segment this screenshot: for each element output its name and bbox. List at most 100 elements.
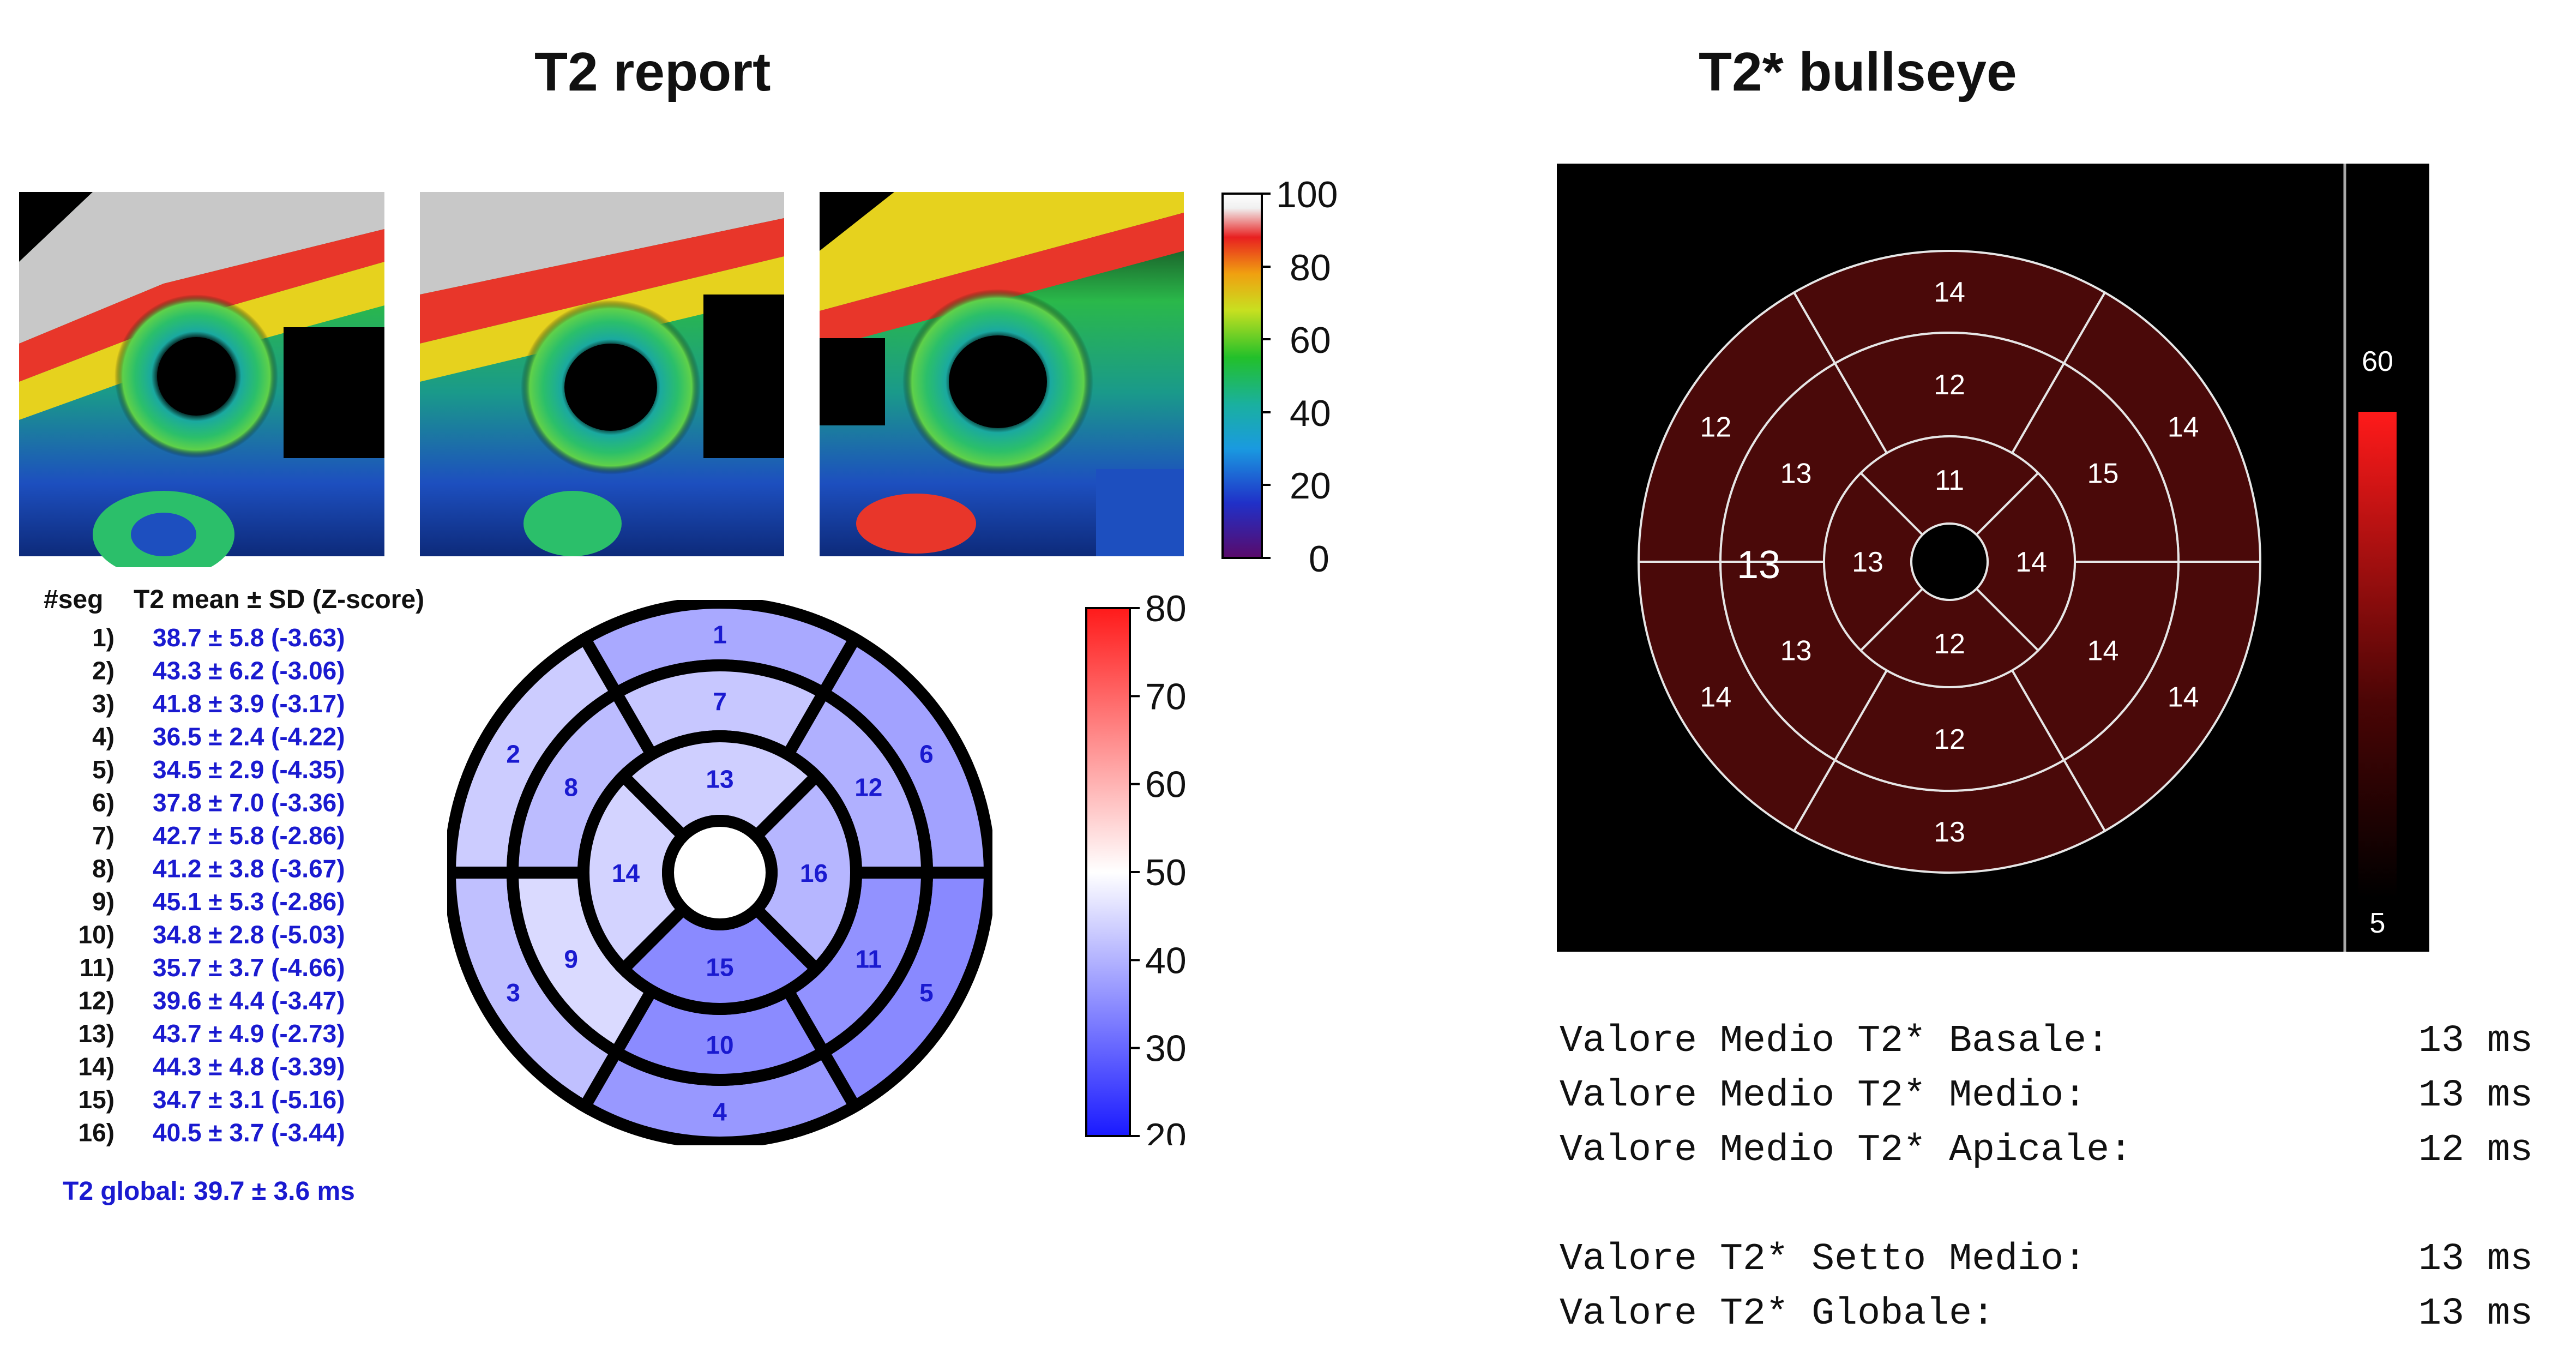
- summary-label: Valore Medio T2* Medio:: [1560, 1074, 2087, 1117]
- t2-bullseye-colorbar-tick-label: 20: [1145, 1116, 1187, 1145]
- t2-bullseye-segment-label: 12: [854, 773, 882, 802]
- t2-bullseye-colorbar-tick-label: 40: [1145, 940, 1187, 981]
- table-row-seg: 16): [79, 1119, 115, 1147]
- summary-value: 13 ms: [2418, 1293, 2533, 1336]
- t2-bullseye-segment-label: 3: [506, 978, 520, 1007]
- t2-bullseye-segment-label: 13: [706, 765, 733, 794]
- table-row-value: 42.7 ± 5.8 (-2.86): [153, 821, 345, 850]
- t2star-bullseye-segment-label: 14: [1700, 682, 1731, 713]
- t2-map-colorbar-tick-label: 60: [1290, 320, 1331, 361]
- t2star-bullseye-segment-label: 13: [1852, 546, 1883, 578]
- table-row-seg: 6): [92, 789, 115, 817]
- t2-bullseye-colorbar-tick-label: 70: [1145, 676, 1187, 717]
- t2-map-images: [19, 192, 1184, 567]
- t2star-bullseye-center: [1910, 522, 1989, 601]
- t2-bullseye-segment-label: 15: [706, 953, 733, 982]
- t2star-bullseye-segment-label: 12: [1934, 724, 1965, 755]
- t2star-bullseye-segment-label: 15: [2087, 458, 2119, 490]
- table-row-seg: 11): [80, 953, 115, 982]
- t2star-bullseye-segment-label: 12: [1934, 369, 1965, 401]
- summary-value: 13 ms: [2418, 1074, 2533, 1117]
- summary-row-apicale: Valore Medio T2* Apicale:: [1560, 1129, 2132, 1172]
- t2star-colorbar-max-label: 60: [2362, 346, 2393, 377]
- table-row-value: 38.7 ± 5.8 (-3.63): [153, 623, 345, 652]
- table-row-seg: 7): [92, 821, 115, 850]
- table-row-seg: 2): [92, 657, 115, 685]
- t2-bullseye-segment-label: 16: [800, 859, 828, 887]
- t2-bullseye-segment-label: 7: [713, 687, 727, 716]
- table-row-value: 39.6 ± 4.4 (-3.47): [153, 987, 345, 1015]
- table-row-seg: 15): [79, 1085, 115, 1114]
- table-row-seg: 10): [79, 921, 115, 949]
- t2-bullseye-colorbar-tick-label: 80: [1145, 589, 1187, 629]
- t2-segment-table: #seg T2 mean ± SD (Z-score) 1) 38.7 ± 5.8…: [44, 585, 424, 1206]
- t2star-bullseye-segment-label: 11: [1935, 465, 1964, 496]
- summary-value: 13 ms: [2418, 1020, 2533, 1063]
- t2-report-title: T2 report: [534, 41, 771, 103]
- table-row-value: 41.8 ± 3.9 (-3.17): [153, 689, 345, 718]
- t2star-bullseye-panel: 14 14 14 13 14 12 12 15 14 12 13 13 11 14 12 13 13 60 5: [1557, 164, 2429, 952]
- t2star-bullseye-segment-label: 12: [1700, 412, 1731, 443]
- t2-map-colorbar-tick-label: 80: [1290, 247, 1331, 289]
- t2-map-image-1: [19, 192, 384, 567]
- table-row-seg: 12): [79, 987, 115, 1015]
- t2star-bullseye-segment-label: 13: [1780, 458, 1812, 490]
- t2star-bullseye-title: T2* bullseye: [1699, 41, 2017, 103]
- t2star-bullseye-segment-label: 14: [1934, 277, 1965, 308]
- table-row-value: 34.7 ± 3.1 (-5.16): [153, 1085, 345, 1114]
- summary-label: Valore T2* Setto Medio:: [1560, 1238, 2087, 1281]
- table-row-value: 34.8 ± 2.8 (-5.03): [153, 921, 345, 949]
- t2star-bullseye-segment-label: 13: [1934, 816, 1965, 848]
- t2-bullseye-segment-label: 1: [713, 621, 727, 649]
- summary-row-setto-medio: Valore T2* Setto Medio:: [1560, 1238, 2086, 1281]
- table-row-seg: 4): [92, 723, 115, 751]
- t2-bullseye-colorbar-tick-label: 60: [1145, 764, 1187, 806]
- table-header-value: T2 mean ± SD (Z-score): [134, 585, 424, 614]
- t2-bullseye-segment-label: 8: [564, 773, 578, 802]
- table-rows: 1) 38.7 ± 5.8 (-3.63) 2) 43.3 ± 6.2 (-3.06)…: [79, 623, 345, 1147]
- table-row-value: 34.5 ± 2.9 (-4.35): [153, 755, 345, 784]
- table-row-seg: 13): [79, 1019, 115, 1048]
- table-row-seg: 3): [92, 689, 115, 718]
- table-row-seg: 5): [92, 755, 115, 784]
- t2-bullseye-segment-label: 9: [564, 945, 578, 974]
- table-row-value: 44.3 ± 4.8 (-3.39): [153, 1053, 345, 1081]
- t2-bullseye-center: [662, 815, 778, 930]
- table-row-value: 43.7 ± 4.9 (-2.73): [153, 1019, 345, 1048]
- t2-bullseye-segment-label: 10: [706, 1031, 733, 1059]
- t2-bullseye-colorbar-gradient: [1085, 607, 1131, 1137]
- t2-map-colorbar-tick-label: 0: [1309, 538, 1329, 573]
- t2-map-colorbar-tick-label: 20: [1290, 465, 1331, 507]
- t2-bullseye-colorbar: 80 70 60 50 40 30 20: [1085, 589, 1187, 1145]
- t2star-bullseye-segment-label: 14: [2168, 682, 2199, 713]
- t2star-bullseye-segment-label: 14: [2015, 546, 2047, 578]
- t2-map-colorbar-gradient: [1221, 193, 1263, 559]
- t2-bullseye-segment-label: 14: [612, 859, 640, 887]
- t2star-colorbar-gradient: [2358, 412, 2397, 897]
- t2-map-image-3: [820, 192, 1184, 556]
- t2star-bullseye-segment-label: 12: [1934, 628, 1965, 660]
- table-row-value: 40.5 ± 3.7 (-3.44): [153, 1119, 345, 1147]
- t2-bullseye-segment-label: 11: [855, 945, 882, 974]
- table-row-seg: 9): [92, 887, 115, 916]
- t2-global-value: T2 global: 39.7 ± 3.6 ms: [63, 1177, 355, 1206]
- summary-value: 12 ms: [2418, 1129, 2533, 1172]
- summary-label: Valore Medio T2* Basale:: [1560, 1020, 2110, 1063]
- t2-map-colorbar-tick-label: 100: [1276, 180, 1338, 215]
- table-row-value: 41.2 ± 3.8 (-3.67): [153, 855, 345, 883]
- t2-map-colorbar-ticks: [1262, 193, 1271, 559]
- table-row-seg: 1): [92, 623, 115, 652]
- summary-row-medio: Valore Medio T2* Medio:: [1560, 1074, 2086, 1117]
- table-row-value: 35.7 ± 3.7 (-4.66): [153, 953, 345, 982]
- t2-bullseye-colorbar-tick-label: 30: [1145, 1028, 1187, 1069]
- t2star-colorbar-min-label: 5: [2370, 908, 2386, 939]
- table-row-value: 43.3 ± 6.2 (-3.06): [153, 657, 345, 685]
- table-row-value: 45.1 ± 5.3 (-2.86): [153, 887, 345, 916]
- t2-bullseye-segment-label: 2: [506, 740, 520, 768]
- table-row-value: 37.8 ± 7.0 (-3.36): [153, 789, 345, 817]
- t2-bullseye-segment-label: 5: [919, 978, 934, 1007]
- summary-label: Valore Medio T2* Apicale:: [1560, 1129, 2133, 1172]
- t2-map-colorbar-tick-label: 40: [1290, 393, 1331, 434]
- t2star-bullseye-segment-label: 13: [1780, 635, 1812, 667]
